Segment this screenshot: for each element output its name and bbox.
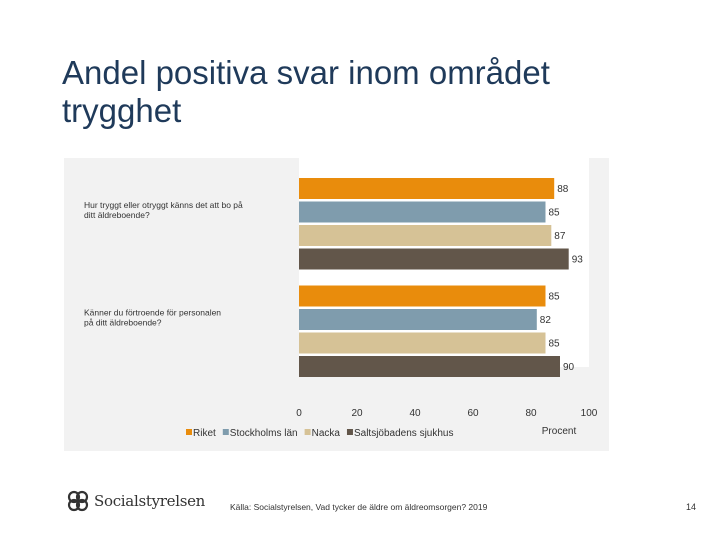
data-label: 87: [554, 231, 566, 242]
category-label: Känner du förtroende för personalen: [84, 308, 221, 318]
x-tick-label: 60: [467, 408, 479, 419]
legend-swatch: [346, 429, 353, 435]
bar: [299, 201, 546, 223]
legend-label: Riket: [193, 428, 216, 439]
bar-chart: Hur tryggt eller otryggt känns det att b…: [84, 158, 598, 439]
socialstyrelsen-logo: Socialstyrelsen: [66, 488, 205, 514]
logo-emblem-icon: [67, 490, 89, 512]
bar: [299, 309, 537, 330]
legend-label: Nacka: [312, 428, 341, 439]
data-label: 93: [572, 255, 584, 266]
bar: [299, 225, 552, 246]
x-tick-label: 0: [296, 408, 302, 419]
category-label: ditt äldreboende?: [84, 210, 150, 220]
logo-text: Socialstyrelsen: [94, 492, 206, 510]
data-label: 85: [549, 292, 561, 303]
source-note: Källa: Socialstyrelsen, Vad tycker de äl…: [230, 502, 488, 512]
legend-swatch: [186, 429, 192, 435]
category-label: Hur tryggt eller otryggt känns det att b…: [84, 200, 243, 210]
page-number: 14: [686, 502, 697, 512]
x-tick-label: 100: [581, 408, 598, 419]
legend-label: Stockholms län: [230, 428, 298, 439]
data-label: 82: [540, 315, 552, 326]
x-tick-label: 20: [351, 408, 363, 419]
chart-panel: Hur tryggt eller otryggt känns det att b…: [64, 158, 609, 451]
data-label: 85: [549, 208, 561, 219]
bar: [299, 356, 560, 377]
bar: [299, 178, 555, 199]
x-tick-label: 80: [525, 408, 537, 419]
data-label: 85: [549, 339, 561, 350]
data-label: 88: [557, 184, 569, 195]
bar: [299, 332, 546, 354]
x-tick-label: 40: [409, 408, 421, 419]
x-axis-label: Procent: [542, 426, 577, 437]
legend-swatch: [304, 429, 311, 435]
bar: [299, 248, 569, 270]
legend-swatch: [222, 429, 229, 435]
slide-title: Andel positiva svar inom området trygghe…: [62, 54, 550, 129]
category-label: på ditt äldreboende?: [84, 318, 162, 328]
data-label: 90: [563, 362, 575, 373]
legend-label: Saltsjöbadens sjukhus: [354, 428, 454, 439]
bar: [299, 285, 546, 307]
